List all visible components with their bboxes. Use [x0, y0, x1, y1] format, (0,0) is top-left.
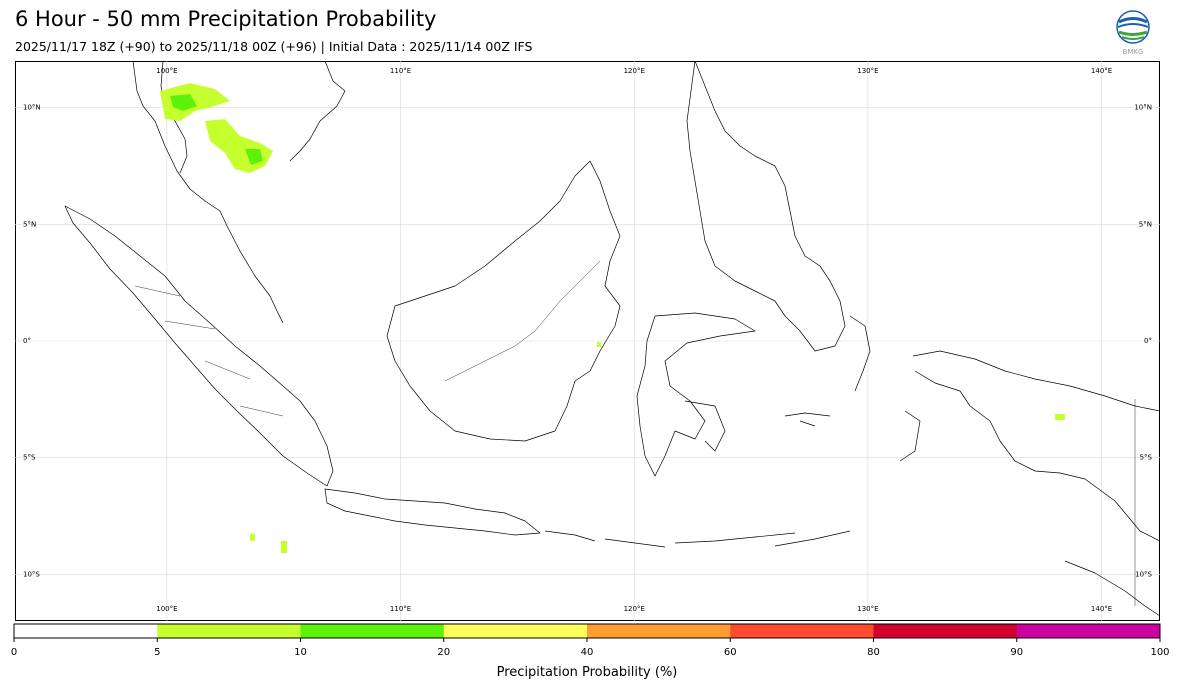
precip-area-sea-b — [281, 541, 287, 553]
precip-area-papua — [1055, 414, 1065, 420]
lat-label-left: 0° — [23, 337, 31, 345]
lat-label-right: 5°N — [1139, 220, 1152, 228]
colorbar-segment — [443, 624, 588, 638]
lesser-sunda-islands — [544, 530, 851, 548]
colorbar-tick-label: 100 — [1150, 647, 1169, 658]
map-title: 6 Hour - 50 mm Precipitation Probability — [15, 7, 437, 31]
colorbar-segments — [14, 624, 1161, 638]
philippines-islands — [686, 61, 846, 352]
colorbar-segment — [730, 624, 874, 638]
lon-label-top: 120°E — [624, 67, 645, 75]
precipitation-map: 100°E 100°E 110°E 110°E 120°E 120°E 130°E 130°E… — [15, 61, 1160, 621]
lon-label-top: 110°E — [390, 67, 411, 75]
colorbar-segment — [1016, 624, 1161, 638]
java-island — [324, 488, 541, 536]
borneo-borders — [444, 260, 601, 382]
lat-label-right: 10°N — [1134, 104, 1152, 112]
lat-label-right: 10°S — [1135, 570, 1152, 578]
map-axis-labels: 100°E 100°E 110°E 110°E 120°E 120°E 130°E 130°E… — [23, 67, 1153, 613]
colorbar-tick-label: 80 — [867, 647, 880, 658]
colorbar-segment — [873, 624, 1018, 638]
lat-label-left: 10°N — [23, 104, 41, 112]
sumatra-island — [64, 205, 334, 487]
lon-label-top: 100°E — [156, 67, 177, 75]
colorbar-tick-label: 90 — [1010, 647, 1023, 658]
colorbar-tick-label: 10 — [294, 647, 307, 658]
map-subtitle: 2025/11/17 18Z (+90) to 2025/11/18 00Z (… — [15, 39, 533, 54]
new-guinea-island — [912, 350, 1160, 617]
lon-label-top: 140°E — [1091, 67, 1112, 75]
colorbar-segment — [587, 624, 731, 638]
lat-label-left: 5°N — [23, 220, 36, 228]
colorbar-segment — [300, 624, 445, 638]
borneo-island — [386, 160, 621, 442]
logo-text: BMKG — [1123, 48, 1144, 56]
colorbar-tick-label: 60 — [724, 647, 737, 658]
colorbar-label: Precipitation Probability (%) — [497, 665, 678, 680]
colorbar-tick-label: 40 — [581, 647, 594, 658]
colorbar-segment — [14, 624, 158, 638]
maluku-islands — [784, 315, 921, 462]
lon-label-bottom: 100°E — [156, 605, 177, 613]
precip-area-borneo — [597, 342, 601, 347]
lon-label-bottom: 140°E — [1091, 605, 1112, 613]
colorbar-ticks: 0 5 10 20 40 60 80 90 100 — [11, 638, 1170, 658]
sulawesi-island — [636, 312, 756, 477]
precip-area-gulf-core — [170, 94, 197, 111]
colorbar-segment — [157, 624, 301, 638]
precip-area-sea-a — [250, 534, 255, 541]
precip-area-gulf — [160, 83, 230, 121]
lon-label-top: 130°E — [857, 67, 878, 75]
colorbar-tick-label: 0 — [11, 647, 17, 658]
sumatra-borders — [134, 285, 284, 417]
precipitation-areas — [160, 83, 1065, 553]
bmkg-logo: BMKG — [1116, 10, 1150, 56]
lat-label-left: 5°S — [23, 454, 36, 462]
colorbar-tick-label: 5 — [154, 647, 160, 658]
colorbar-tick-label: 20 — [437, 647, 450, 658]
precip-area-peninsula-core — [245, 149, 263, 165]
lat-label-left: 10°S — [23, 570, 40, 578]
vietnam-coast — [289, 61, 346, 162]
colorbar: 0 5 10 20 40 60 80 90 100 Precipitation Probabil… — [11, 623, 1170, 680]
indochina-coast — [132, 61, 284, 324]
land-outlines — [64, 61, 1160, 617]
lat-label-right: 5°S — [1140, 454, 1153, 462]
lon-label-bottom: 110°E — [390, 605, 411, 613]
lat-label-right: 0° — [1144, 337, 1152, 345]
lon-label-bottom: 130°E — [857, 605, 878, 613]
lon-label-bottom: 120°E — [624, 605, 645, 613]
